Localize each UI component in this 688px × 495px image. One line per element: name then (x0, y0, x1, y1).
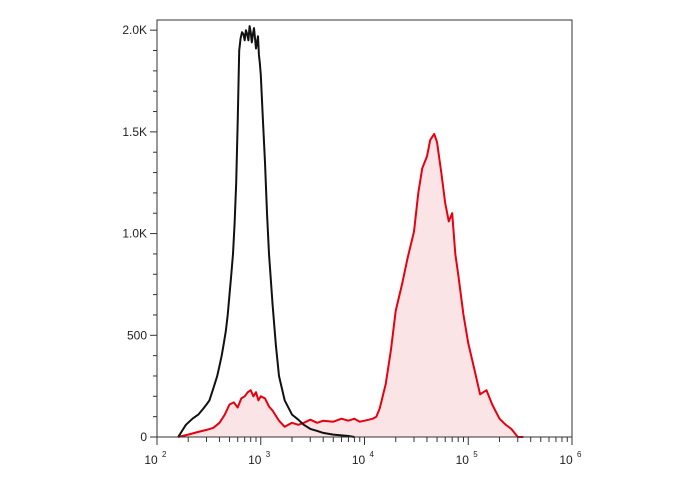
x-tick-exponent: 5 (473, 450, 478, 459)
series-layer (177, 25, 524, 438)
y-tick-label: 500 (127, 328, 147, 342)
x-tick-exponent: 4 (370, 450, 375, 459)
series-1-line (177, 25, 355, 438)
x-tick-exponent: 3 (266, 450, 271, 459)
x-tick-label: 10 6 (559, 450, 582, 467)
x-tick-base: 10 (456, 453, 470, 467)
x-tick-exponent: 2 (162, 450, 167, 459)
y-tick-label: 2.0K (122, 23, 147, 37)
x-tick-base: 10 (352, 453, 366, 467)
series-0-line (177, 132, 524, 438)
y-axis: 0 500 1.0K 1.5K 2.0K (122, 23, 157, 444)
series-0-fill (178, 133, 524, 437)
x-tick-label: 10 3 (248, 450, 271, 467)
y-tick-label: 1.5K (122, 125, 147, 139)
y-tick-label: 1.0K (122, 227, 147, 241)
x-tick-label: 10 5 (456, 450, 479, 467)
x-tick-base: 10 (248, 453, 262, 467)
x-tick-base: 10 (559, 453, 573, 467)
x-tick-base: 10 (144, 453, 158, 467)
x-tick-label: 10 2 (144, 450, 167, 467)
x-tick-label: 10 4 (352, 450, 375, 467)
plot-frame (156, 19, 573, 438)
x-tick-exponent: 6 (577, 450, 582, 459)
x-axis: 10 2 10 3 10 4 10 5 10 6 (144, 437, 582, 467)
y-tick-label: 0 (140, 430, 147, 444)
